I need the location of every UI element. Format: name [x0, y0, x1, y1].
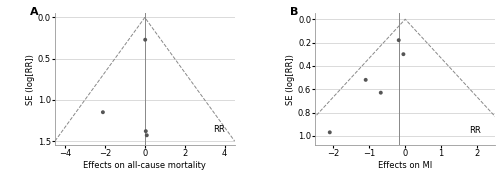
Text: B: B: [290, 7, 298, 17]
X-axis label: Effects on MI: Effects on MI: [378, 161, 432, 170]
Point: [141, 38, 149, 41]
Point: [99, 111, 107, 114]
Y-axis label: SE (log[RR]): SE (log[RR]): [286, 54, 295, 105]
Point: [377, 91, 385, 94]
Point: [326, 131, 334, 134]
Point: [394, 39, 402, 42]
Y-axis label: SE (log[RR]): SE (log[RR]): [26, 54, 35, 105]
Text: RR: RR: [469, 126, 480, 135]
X-axis label: Effects on all-cause mortality: Effects on all-cause mortality: [84, 161, 206, 170]
Point: [400, 53, 407, 56]
Point: [143, 134, 151, 137]
Point: [142, 130, 150, 133]
Point: [362, 78, 370, 81]
Text: RR: RR: [213, 125, 224, 134]
Text: A: A: [30, 7, 38, 17]
